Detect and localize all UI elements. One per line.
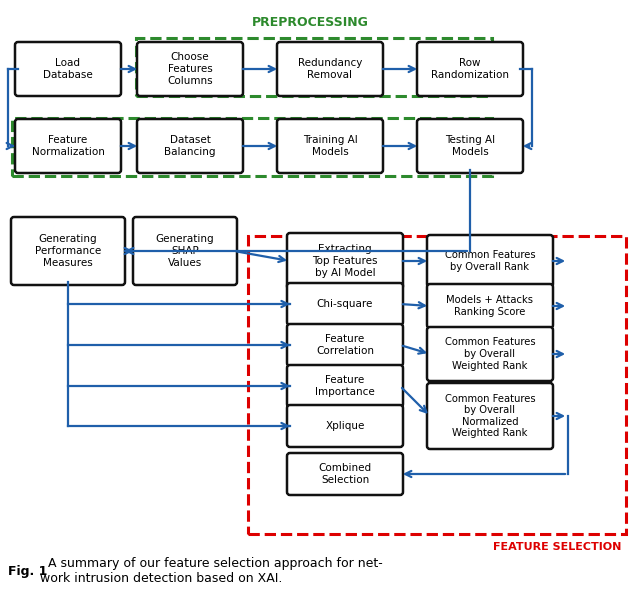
Text: Dataset
Balancing: Dataset Balancing <box>164 135 216 157</box>
Text: Common Features
by Overall
Weighted Rank: Common Features by Overall Weighted Rank <box>445 337 535 371</box>
FancyBboxPatch shape <box>287 233 403 289</box>
FancyBboxPatch shape <box>287 405 403 447</box>
FancyBboxPatch shape <box>427 235 553 287</box>
FancyBboxPatch shape <box>133 217 237 285</box>
FancyBboxPatch shape <box>287 283 403 325</box>
Text: Training AI
Models: Training AI Models <box>303 135 357 157</box>
FancyBboxPatch shape <box>417 42 523 96</box>
FancyBboxPatch shape <box>417 119 523 173</box>
Text: A summary of our feature selection approach for net-
work intrusion detection ba: A summary of our feature selection appro… <box>40 557 383 585</box>
Text: Fig. 1: Fig. 1 <box>8 564 47 578</box>
Text: Xplique: Xplique <box>325 421 365 431</box>
Text: FEATURE SELECTION: FEATURE SELECTION <box>493 542 621 552</box>
Text: Redundancy
Removal: Redundancy Removal <box>298 58 362 80</box>
FancyBboxPatch shape <box>15 42 121 96</box>
Text: Row
Randomization: Row Randomization <box>431 58 509 80</box>
Text: Feature
Importance: Feature Importance <box>315 375 375 397</box>
Text: Load
Database: Load Database <box>43 58 93 80</box>
Text: Feature
Correlation: Feature Correlation <box>316 334 374 356</box>
Text: Combined
Selection: Combined Selection <box>319 463 372 485</box>
Text: Extracting
Top Features
by AI Model: Extracting Top Features by AI Model <box>312 245 378 278</box>
Text: PREPROCESSING: PREPROCESSING <box>252 16 369 29</box>
FancyBboxPatch shape <box>15 119 121 173</box>
FancyBboxPatch shape <box>287 324 403 366</box>
FancyBboxPatch shape <box>427 327 553 381</box>
Text: Generating
SHAP
Values: Generating SHAP Values <box>156 234 214 267</box>
Text: Testing AI
Models: Testing AI Models <box>445 135 495 157</box>
Text: Chi-square: Chi-square <box>317 299 373 309</box>
FancyBboxPatch shape <box>427 284 553 328</box>
Text: Choose
Features
Columns: Choose Features Columns <box>167 52 213 85</box>
FancyBboxPatch shape <box>137 119 243 173</box>
FancyBboxPatch shape <box>287 365 403 407</box>
Text: Common Features
by Overall
Normalized
Weighted Rank: Common Features by Overall Normalized We… <box>445 394 535 438</box>
Text: Feature
Normalization: Feature Normalization <box>31 135 104 157</box>
FancyBboxPatch shape <box>277 119 383 173</box>
Text: Generating
Performance
Measures: Generating Performance Measures <box>35 234 101 267</box>
FancyBboxPatch shape <box>277 42 383 96</box>
FancyBboxPatch shape <box>427 383 553 449</box>
Text: Common Features
by Overall Rank: Common Features by Overall Rank <box>445 250 535 272</box>
FancyBboxPatch shape <box>287 453 403 495</box>
Text: Models + Attacks
Ranking Score: Models + Attacks Ranking Score <box>447 295 534 317</box>
FancyBboxPatch shape <box>11 217 125 285</box>
FancyBboxPatch shape <box>137 42 243 96</box>
